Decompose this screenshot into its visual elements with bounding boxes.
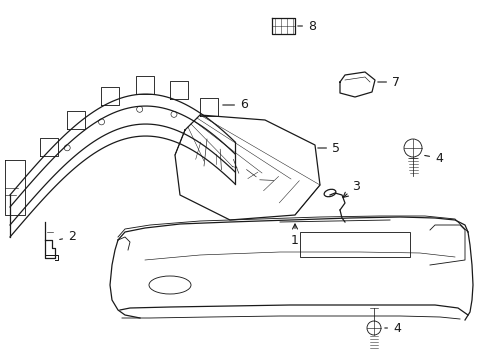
Text: 8: 8 <box>297 19 315 32</box>
Text: 6: 6 <box>223 99 247 112</box>
Text: 4: 4 <box>424 152 442 165</box>
Text: 3: 3 <box>343 180 359 197</box>
Text: 5: 5 <box>317 141 339 154</box>
Bar <box>299 232 409 257</box>
Text: 7: 7 <box>377 76 399 89</box>
Text: 4: 4 <box>384 321 400 334</box>
Text: 2: 2 <box>60 230 76 243</box>
Text: 1: 1 <box>290 224 298 247</box>
